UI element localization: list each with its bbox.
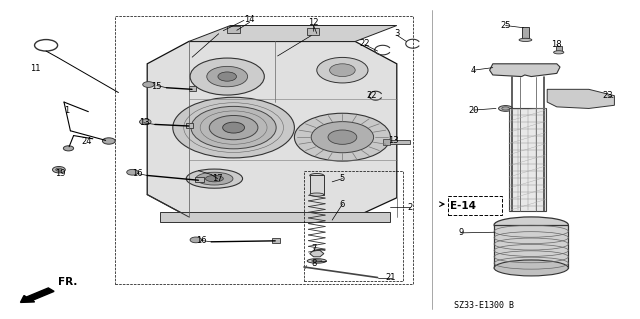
- Bar: [307, 28, 319, 35]
- Circle shape: [311, 122, 374, 153]
- Circle shape: [63, 146, 74, 151]
- Circle shape: [209, 115, 258, 140]
- Circle shape: [52, 167, 65, 173]
- Text: E-14: E-14: [450, 201, 476, 211]
- Bar: [522, 27, 529, 38]
- Text: 22: 22: [366, 91, 376, 100]
- Bar: [600, 93, 607, 100]
- Text: 11: 11: [30, 64, 40, 73]
- Circle shape: [127, 169, 138, 175]
- Bar: [272, 238, 280, 243]
- Polygon shape: [147, 41, 397, 217]
- Ellipse shape: [307, 259, 326, 263]
- Text: 8: 8: [311, 259, 316, 268]
- Text: 14: 14: [244, 15, 255, 24]
- Bar: [186, 123, 193, 128]
- Text: 13: 13: [388, 136, 399, 145]
- Bar: [310, 175, 324, 195]
- Circle shape: [190, 237, 202, 243]
- Ellipse shape: [494, 217, 568, 233]
- Text: 12: 12: [308, 18, 319, 27]
- Circle shape: [328, 130, 357, 145]
- Ellipse shape: [499, 106, 513, 111]
- Ellipse shape: [205, 175, 223, 182]
- Text: 2: 2: [407, 203, 412, 212]
- Text: 23: 23: [603, 91, 613, 100]
- Bar: [448, 196, 502, 215]
- Text: 16: 16: [196, 236, 207, 245]
- Circle shape: [102, 138, 115, 144]
- Ellipse shape: [494, 260, 568, 276]
- Text: 7: 7: [311, 244, 316, 253]
- Ellipse shape: [554, 51, 564, 54]
- Bar: [189, 86, 196, 91]
- FancyArrow shape: [20, 288, 54, 302]
- Text: 18: 18: [552, 40, 562, 49]
- Bar: [227, 26, 240, 33]
- Text: 17: 17: [212, 174, 223, 183]
- Text: 22: 22: [360, 39, 370, 48]
- Ellipse shape: [312, 260, 322, 262]
- Text: 4: 4: [471, 66, 476, 75]
- Text: FR.: FR.: [58, 277, 77, 287]
- Bar: [383, 139, 390, 145]
- Circle shape: [223, 122, 244, 133]
- Bar: [195, 177, 204, 182]
- Text: 15: 15: [152, 82, 162, 91]
- Ellipse shape: [310, 193, 324, 196]
- Text: 5: 5: [340, 174, 345, 183]
- Polygon shape: [189, 26, 397, 41]
- Circle shape: [173, 97, 294, 158]
- Bar: [509, 108, 546, 211]
- Polygon shape: [310, 250, 324, 257]
- Text: 16: 16: [132, 169, 143, 178]
- Text: 3: 3: [394, 29, 399, 38]
- Text: 24: 24: [81, 137, 92, 146]
- Ellipse shape: [519, 38, 532, 41]
- Circle shape: [317, 57, 368, 83]
- Text: 1: 1: [65, 106, 70, 115]
- Circle shape: [218, 72, 237, 81]
- Ellipse shape: [196, 172, 233, 185]
- Circle shape: [207, 66, 248, 87]
- Text: 25: 25: [500, 21, 511, 30]
- Bar: [304, 171, 403, 281]
- Bar: [160, 212, 390, 222]
- Circle shape: [140, 119, 151, 125]
- Ellipse shape: [186, 169, 243, 188]
- Circle shape: [191, 107, 276, 149]
- Circle shape: [143, 82, 154, 87]
- Ellipse shape: [310, 174, 324, 177]
- Text: 21: 21: [385, 273, 396, 282]
- Text: SZ33-E1300 B: SZ33-E1300 B: [454, 301, 515, 310]
- Circle shape: [56, 168, 62, 171]
- Text: 6: 6: [340, 200, 345, 209]
- Polygon shape: [547, 89, 614, 108]
- Circle shape: [294, 113, 390, 161]
- Bar: [556, 46, 562, 52]
- Bar: [494, 225, 568, 268]
- Text: 13: 13: [139, 118, 149, 127]
- Circle shape: [330, 64, 355, 77]
- Text: 19: 19: [56, 169, 66, 178]
- Text: 20: 20: [468, 106, 479, 115]
- Ellipse shape: [598, 99, 609, 102]
- Ellipse shape: [502, 107, 509, 110]
- Bar: [384, 140, 410, 144]
- Text: 9: 9: [458, 228, 463, 237]
- Polygon shape: [490, 64, 560, 77]
- Bar: [115, 16, 413, 284]
- Circle shape: [190, 58, 264, 95]
